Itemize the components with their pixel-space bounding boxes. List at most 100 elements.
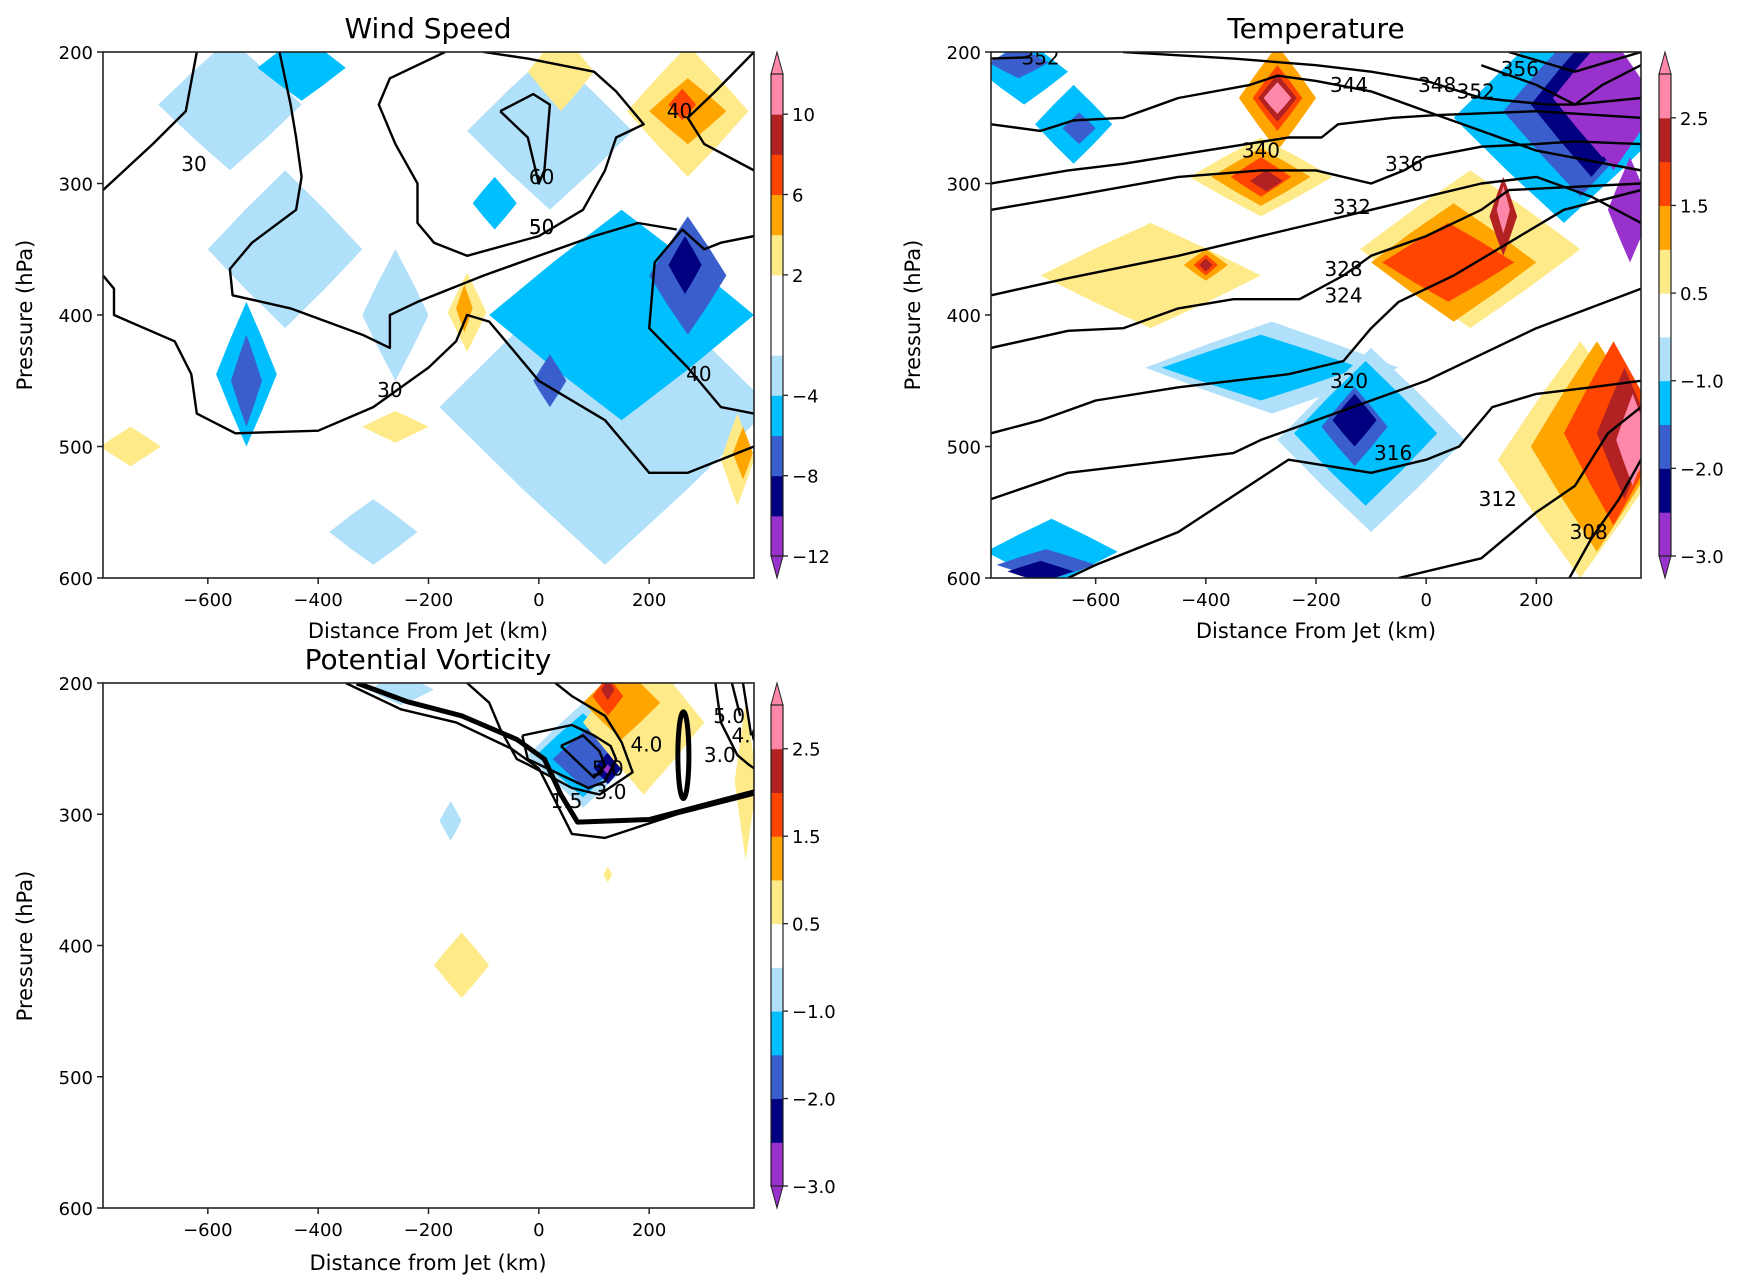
colorbar-swatch <box>771 967 783 1012</box>
colorbar-tick-label: −3.0 <box>1680 547 1724 568</box>
colorbar-swatch <box>771 748 783 793</box>
contour-line <box>1067 379 1641 578</box>
colorbar-tick-label: 1.5 <box>1680 196 1709 217</box>
colorbar-swatch <box>771 1142 783 1187</box>
x-tick-label: 0 <box>1420 590 1431 611</box>
contour-line <box>560 734 607 779</box>
colorbar-swatch <box>771 1054 783 1100</box>
y-tick-label: 600 <box>59 569 93 590</box>
filled-contour-region <box>231 334 262 427</box>
temperature-ylabel: Pressure (hPa) <box>901 240 925 391</box>
filled-contour-region <box>1267 83 1288 105</box>
contour-label: 30 <box>181 152 206 176</box>
filled-contour-region <box>329 499 418 565</box>
y-tick-label: 500 <box>947 438 981 459</box>
colorbar-swatch <box>771 315 783 356</box>
colorbar-tick-label: −8 <box>792 467 819 488</box>
filled-contour-region <box>1199 258 1213 272</box>
colorbar-frame <box>1658 73 1672 557</box>
filled-contour-region <box>1627 420 1641 473</box>
pv-colorbar: −3.0 −2.0 −1.0 0.5 1.5 2.5 <box>770 681 836 1210</box>
contour-label: 352 <box>1021 45 1059 69</box>
filled-contour-region <box>734 702 754 861</box>
wind-colorbar: −12 −8 −4 2 6 10 <box>770 50 830 580</box>
colorbar-swatch <box>771 475 783 517</box>
filled-contour-region <box>439 801 462 841</box>
colorbar-extend-min <box>770 555 784 580</box>
temperature-title: Temperature <box>1226 12 1404 45</box>
colorbar-tick-label: −3.0 <box>792 1177 836 1198</box>
filled-contour-region <box>603 866 613 883</box>
filled-contour-region <box>367 683 434 706</box>
filled-contour-region <box>668 88 697 121</box>
y-tick-label: 200 <box>947 43 981 64</box>
x-tick-label: 200 <box>1519 590 1553 611</box>
contour-line <box>991 182 1641 350</box>
contour-label: 332 <box>1333 195 1371 219</box>
colorbar-extend-max <box>770 681 784 706</box>
contour-line <box>991 175 1641 297</box>
y-tick-label: 300 <box>947 175 981 196</box>
filled-contour-region <box>362 411 429 443</box>
potential-vorticity-xlabel: Distance from Jet (km) <box>309 1251 546 1275</box>
temp-colorbar: −3.0 −2.0 −1.0 0.5 1.5 2.5 <box>1658 50 1724 580</box>
contour-label: 50 <box>529 215 554 239</box>
contour-label: 40 <box>686 362 711 386</box>
potential-vorticity-title: Potential Vorticity <box>305 643 552 676</box>
colorbar-tick-label: 2 <box>792 266 803 287</box>
colorbar-swatch <box>1659 117 1671 163</box>
contour-label: 3.0 <box>704 743 736 767</box>
colorbar-swatch <box>771 792 783 837</box>
colorbar-swatch <box>771 923 783 968</box>
x-tick-label: −600 <box>183 1220 232 1241</box>
colorbar-tick-label: −2.0 <box>792 1090 836 1111</box>
contour-line <box>730 683 742 717</box>
colorbar-extend-max <box>770 50 784 75</box>
contour-label: 316 <box>1374 441 1412 465</box>
x-tick-label: −200 <box>404 1220 453 1241</box>
contour-label: 336 <box>1385 152 1423 176</box>
colorbar-swatch <box>771 705 783 750</box>
x-tick-label: −600 <box>1071 590 1120 611</box>
colorbar-tick-label: 2.5 <box>792 740 821 761</box>
contour-line <box>991 188 1641 435</box>
contour-line <box>648 228 754 415</box>
filled-contour-region <box>1382 222 1515 302</box>
contour-line <box>1123 52 1641 106</box>
contour-line <box>991 56 1030 60</box>
contour-line <box>103 274 754 474</box>
x-tick-label: 200 <box>632 590 666 611</box>
x-tick-label: −200 <box>404 590 453 611</box>
colorbar-swatch <box>771 355 783 396</box>
colorbar-swatch <box>1659 424 1671 469</box>
contour-label: 4.0 <box>731 724 763 748</box>
x-tick-label: −400 <box>1181 590 1230 611</box>
colorbar-swatch <box>1659 74 1671 119</box>
wind-speed-xlabel: Distance From Jet (km) <box>308 619 548 643</box>
filled-contour-region <box>103 426 161 467</box>
colorbar-swatch <box>771 836 783 881</box>
pv-plot-area: 1.5 3.04.05.03.05.04.0 <box>103 683 763 1208</box>
colorbar-swatch <box>771 194 783 236</box>
contour-line <box>466 683 634 796</box>
colorbar-swatch <box>771 1011 783 1056</box>
contour-line <box>714 683 754 770</box>
colorbar-frame <box>770 73 784 557</box>
y-tick-label: 400 <box>59 937 93 958</box>
colorbar-tick-label: −1.0 <box>792 1002 836 1023</box>
contour-label: 3.0 <box>595 780 627 804</box>
contour-line <box>991 140 1641 211</box>
colorbar-tick-label: 2.5 <box>1680 109 1709 130</box>
colorbar-swatch <box>1659 293 1671 338</box>
contour-label: 1.5 <box>551 789 583 813</box>
colorbar-swatch <box>1659 336 1671 382</box>
contour-line <box>1398 406 1641 578</box>
contour-line <box>1508 52 1641 73</box>
colorbar-swatch <box>771 515 783 557</box>
wind-speed-panel: Wind Speed Distance From Jet (km) Pressu… <box>13 12 830 643</box>
colorbar-swatch <box>1659 380 1671 426</box>
potential-vorticity-panel: Potential Vorticity Distance from Jet (k… <box>13 643 836 1275</box>
colorbar-swatch <box>1659 512 1671 557</box>
filled-contour-region <box>1249 170 1283 192</box>
filled-contour-region <box>362 249 429 381</box>
